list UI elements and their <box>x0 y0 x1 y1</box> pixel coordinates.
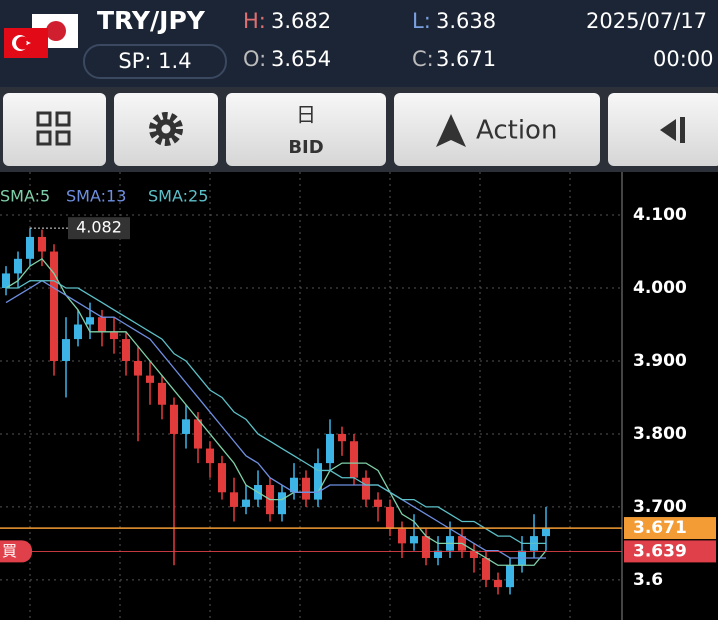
spread-pill <box>83 44 227 79</box>
high: 3.682 <box>271 9 331 33</box>
position-pill <box>0 540 32 563</box>
candle-body <box>134 360 142 376</box>
menu-button[interactable] <box>3 93 106 166</box>
candle-body <box>38 236 46 252</box>
candle-body <box>242 499 250 507</box>
candle-body <box>470 550 478 558</box>
candle-body <box>62 339 70 361</box>
candle-body <box>122 339 130 361</box>
candle-body <box>374 499 382 507</box>
candle-body <box>278 492 286 515</box>
candle-body <box>230 492 238 507</box>
y-tick-label: 3.800 <box>633 424 687 444</box>
price-label: 3.671 <box>633 518 687 538</box>
candle-body <box>98 317 106 332</box>
chart-bg <box>0 172 718 620</box>
close-label: C: <box>412 47 434 71</box>
action-button[interactable]: Action <box>394 93 600 166</box>
candle-body <box>290 477 298 493</box>
settings-button[interactable] <box>114 93 218 166</box>
spread: SP: 1.4 <box>118 49 191 73</box>
candle-body <box>422 536 430 558</box>
date: 2025/07/17 <box>586 9 707 33</box>
y-tick-label: 3.6 <box>633 570 663 590</box>
legend-entry: SMA:13 <box>66 187 126 206</box>
candle-body <box>482 557 490 580</box>
candle-body <box>434 550 442 558</box>
candle-body <box>182 419 190 434</box>
sma-line <box>5 279 546 559</box>
price-box <box>624 540 716 563</box>
candle-body <box>326 433 334 464</box>
candle-body <box>302 477 310 500</box>
y-tick-label: 3.700 <box>633 497 687 517</box>
candle-body <box>218 463 226 493</box>
candle-body <box>26 236 34 259</box>
candle-body <box>350 441 358 478</box>
open-label: O: <box>243 47 266 71</box>
sma-line <box>5 257 547 566</box>
candle-body <box>86 317 94 325</box>
candle-body <box>386 506 394 529</box>
flag <box>4 14 78 58</box>
candle-body <box>542 528 550 537</box>
candle-body <box>2 273 10 289</box>
candle-body <box>158 382 166 405</box>
collapse-button[interactable] <box>608 93 718 166</box>
max-box <box>68 217 130 240</box>
candle-body <box>14 258 22 274</box>
low-label: L: <box>412 9 431 33</box>
candle-body <box>506 565 514 588</box>
y-tick-label: 4.100 <box>633 205 687 225</box>
candle-body <box>146 375 154 383</box>
open: 3.654 <box>271 47 331 71</box>
candle-body <box>206 448 214 464</box>
action: Action <box>476 116 557 146</box>
max-label: 4.082 <box>76 218 122 237</box>
candle-body <box>110 331 118 340</box>
y-tick-label: 4.000 <box>633 278 687 298</box>
legend-entry: SMA:5 <box>0 187 50 206</box>
candle-body <box>194 419 202 449</box>
sma-line <box>6 280 546 545</box>
low: 3.638 <box>436 9 496 33</box>
candle-body <box>314 463 322 500</box>
candle-body <box>410 536 418 544</box>
high-label: H: <box>243 9 266 33</box>
candle-body <box>74 324 82 340</box>
legend-entry: SMA:25 <box>148 187 208 206</box>
period: 日 <box>296 103 316 127</box>
price-box <box>624 517 716 540</box>
candle-body <box>362 477 370 500</box>
candle-body <box>398 528 406 544</box>
candle-body <box>494 579 502 588</box>
close: 3.671 <box>436 47 496 71</box>
candle-body <box>170 404 178 434</box>
pair: TRY/JPY <box>97 6 206 35</box>
y-tick-label: 3.900 <box>633 351 687 371</box>
position-label: 買 <box>2 542 17 560</box>
candle-body <box>50 251 58 361</box>
time: 00:00 <box>653 47 714 71</box>
candle-body <box>338 433 346 442</box>
period-button[interactable]: 日 BID <box>226 93 386 166</box>
side: BID <box>288 137 323 158</box>
price-label: 3.639 <box>633 541 687 561</box>
